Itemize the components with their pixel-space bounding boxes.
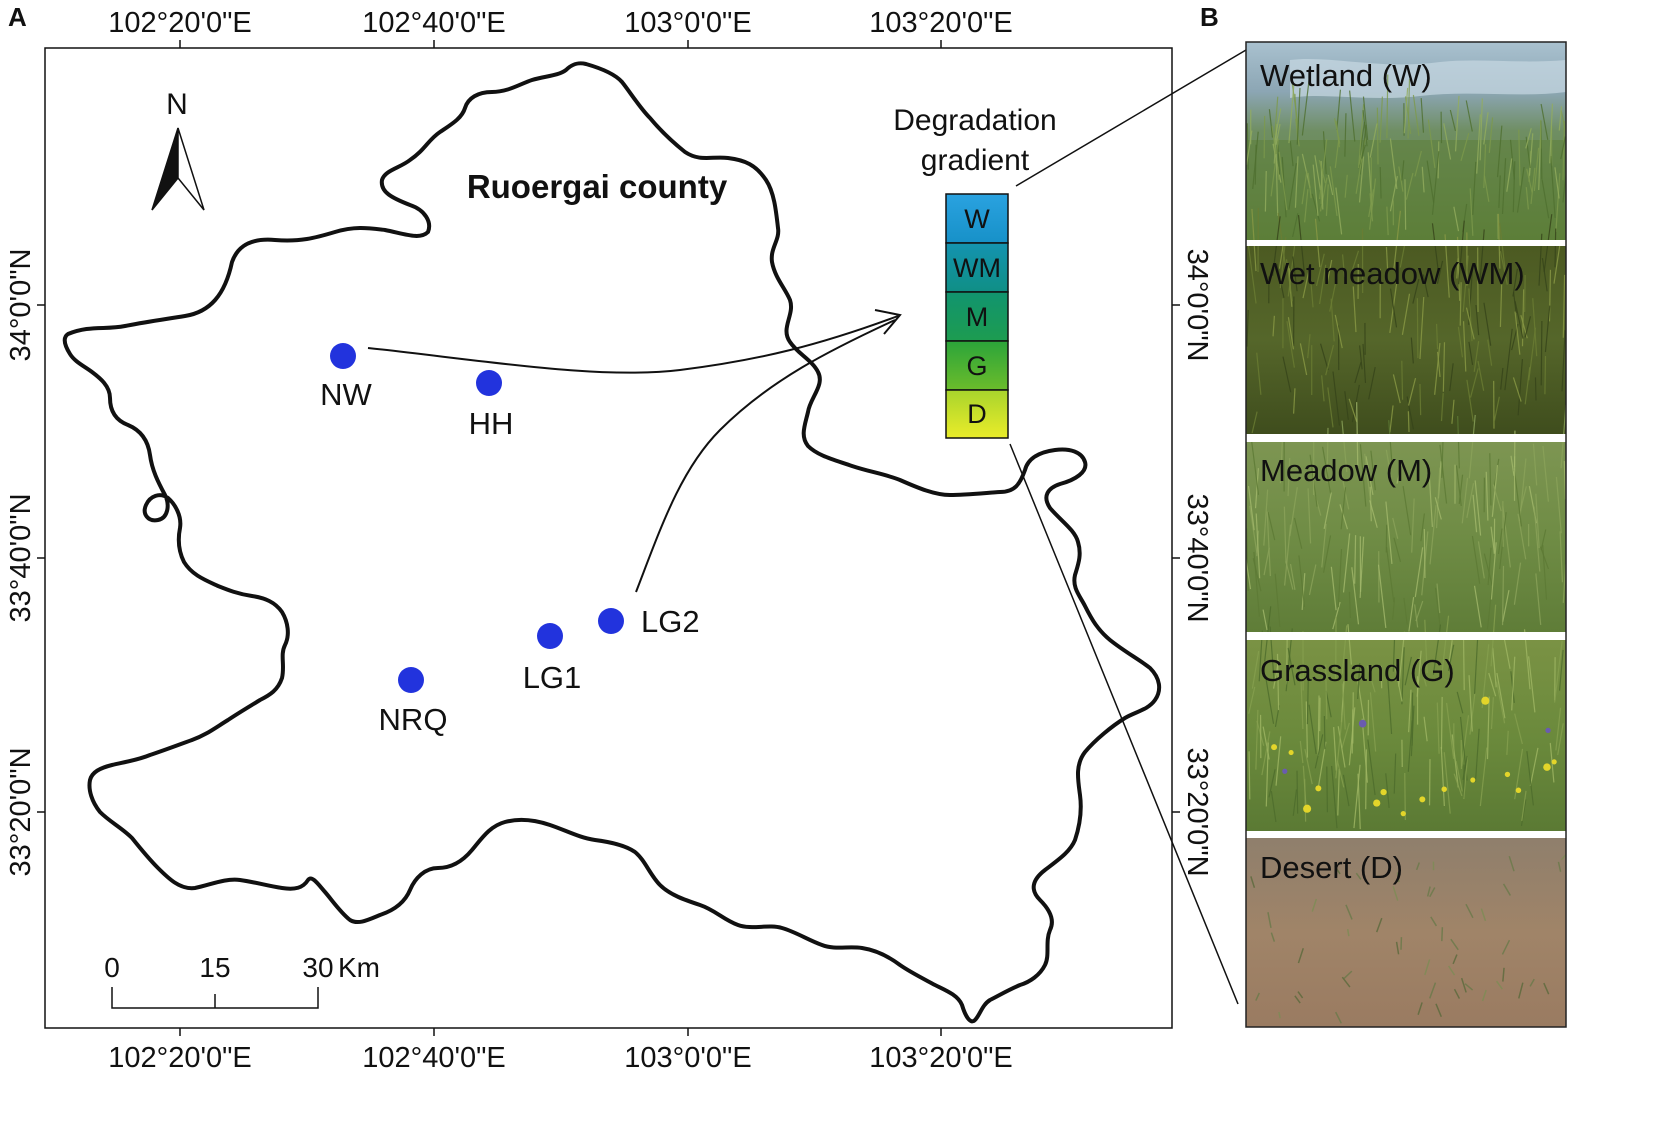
north-arrow-right-half: [177, 127, 205, 211]
left-tick-label: 34°0'0"N: [5, 249, 37, 362]
top-tick-label: 103°20'0"E: [869, 7, 1013, 39]
photo-panel: Wetland (W) Wet meadow (WM) Meadow (M) G…: [1245, 41, 1567, 1028]
arrow-lg2-to-gradient: [635, 319, 896, 593]
gradient-title-line1: Degradation: [893, 104, 1056, 137]
scale-tick-label: 15: [199, 952, 230, 983]
site-marker-hh: [476, 370, 502, 396]
arrow-head: [874, 309, 902, 335]
leader-line-bottom: [1009, 443, 1239, 1005]
bottom-tick-label: 103°0'0"E: [624, 1042, 751, 1074]
gradient-label: WM: [953, 253, 1001, 283]
gradient-label: W: [964, 204, 990, 234]
scale-tick-label: 0: [104, 952, 120, 983]
site-marker-lg2: [598, 608, 624, 634]
photo-label: Wetland (W): [1260, 58, 1432, 93]
gradient-cell-d: [945, 389, 1009, 439]
photo-label: Grassland (G): [1260, 653, 1455, 688]
top-tick-label: 102°20'0"E: [108, 7, 252, 39]
bottom-tick-label: 102°20'0"E: [108, 1042, 252, 1074]
bottom-tick-label: 103°20'0"E: [869, 1042, 1013, 1074]
top-tick-label: 102°40'0"E: [362, 7, 506, 39]
top-tick-label: 103°0'0"E: [624, 7, 751, 39]
gradient-label: D: [967, 399, 987, 429]
site-label-lg1: LG1: [523, 660, 582, 695]
north-arrow: N: [151, 88, 205, 211]
site-label-nw: NW: [320, 377, 372, 412]
photo-wet-meadow: [1246, 246, 1566, 434]
site-marker-lg1: [537, 623, 563, 649]
gradient-label: G: [966, 351, 987, 381]
photo-label: Wet meadow (WM): [1260, 256, 1525, 291]
degradation-gradient: W WM M G D: [945, 193, 1009, 439]
photo-label: Desert (D): [1260, 850, 1403, 885]
arrow-nw-to-gradient: [367, 315, 899, 374]
right-tick-label: 33°40'0"N: [1181, 493, 1213, 622]
site-label-nrq: NRQ: [379, 702, 448, 737]
site-group: NW HH LG1 LG2 NRQ: [320, 343, 700, 737]
north-arrow-label: N: [166, 88, 188, 121]
photo-label: Meadow (M): [1260, 453, 1432, 488]
scale-unit-label: Km: [338, 952, 380, 983]
scale-tick-label: 30: [302, 952, 333, 983]
map-ticks: [37, 40, 1180, 1036]
county-boundary: [62, 61, 1162, 1024]
site-label-lg2: LG2: [641, 604, 700, 639]
right-tick-label: 34°0'0"N: [1181, 249, 1213, 362]
panel-b-label: B: [1200, 2, 1219, 32]
photo-grassland: [1246, 640, 1566, 831]
left-tick-label: 33°20'0"N: [5, 747, 37, 876]
site-marker-nw: [330, 343, 356, 369]
leader-line-top: [1015, 49, 1247, 187]
grass-texture: [1246, 73, 1566, 1024]
gradient-label: M: [966, 302, 989, 332]
scale-bar: 0 15 30 Km: [104, 952, 380, 1009]
county-label: Ruoergai county: [467, 168, 728, 205]
gradient-title-line2: gradient: [921, 144, 1030, 177]
left-tick-label: 33°40'0"N: [5, 493, 37, 622]
site-marker-nrq: [398, 667, 424, 693]
site-label-hh: HH: [469, 406, 514, 441]
bottom-tick-label: 102°40'0"E: [362, 1042, 506, 1074]
panel-a-label: A: [8, 2, 27, 32]
photo-desert: [1246, 838, 1566, 1027]
gradient-cell-g: [945, 340, 1009, 391]
gradient-cell-w: [945, 193, 1009, 244]
right-tick-label: 33°20'0"N: [1181, 747, 1213, 876]
